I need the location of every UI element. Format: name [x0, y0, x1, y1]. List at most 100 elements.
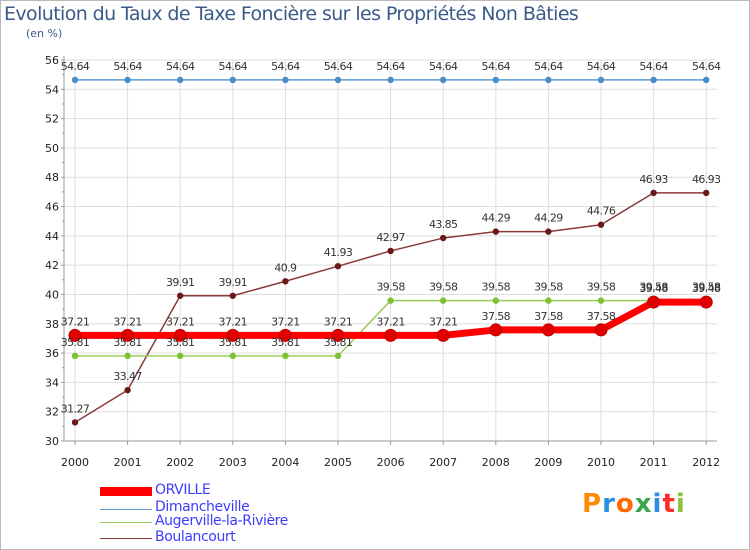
label-augerville-la-rivi-re-2006: 39.58 — [376, 281, 405, 294]
point-orville-2007 — [436, 328, 450, 342]
label-dimancheville-2011: 54.64 — [639, 60, 668, 73]
point-dimancheville-2001 — [124, 76, 131, 84]
point-augerville-la-rivi-re-2007 — [440, 297, 447, 304]
logo-letter: r — [602, 489, 616, 519]
x-tick-label-2008: 2008 — [482, 456, 510, 469]
point-orville-2005 — [331, 328, 345, 342]
logo-letter: i — [652, 489, 663, 519]
logo-letter: x — [634, 489, 653, 519]
point-boulancourt-2006 — [387, 247, 394, 255]
label-dimancheville-2000: 54.64 — [61, 60, 90, 73]
point-boulancourt-2009 — [545, 228, 552, 235]
label-orville-2002: 37.21 — [166, 315, 195, 328]
point-augerville-la-rivi-re-2009 — [545, 297, 552, 304]
point-augerville-la-rivi-re-2008 — [492, 297, 499, 304]
point-orville-2001 — [121, 328, 135, 342]
label-augerville-la-rivi-re-2010: 39.58 — [587, 281, 616, 294]
label-dimancheville-2008: 54.64 — [482, 60, 511, 73]
point-augerville-la-rivi-re-2003 — [229, 352, 236, 360]
y-axis-unit: (en %) — [26, 27, 63, 40]
point-augerville-la-rivi-re-2002 — [177, 352, 184, 360]
label-augerville-la-rivi-re-2003: 35.81 — [219, 336, 248, 349]
label-boulancourt-2008: 44.29 — [482, 212, 511, 225]
y-tick-label-40: 40 — [45, 288, 59, 301]
point-orville-2000 — [68, 328, 82, 342]
label-augerville-la-rivi-re-2002: 35.81 — [166, 336, 195, 349]
label-augerville-la-rivi-re-2000: 35.81 — [61, 336, 90, 349]
x-tick-label-2004: 2004 — [271, 456, 299, 469]
data-labels: 54.64 54.64 54.64 54.64 54.64 54.64 54.64 54.64… — [61, 60, 722, 415]
legend-swatch-dimancheville — [100, 509, 152, 510]
point-augerville-la-rivi-re-2010 — [597, 297, 605, 304]
label-dimancheville-2001: 54.64 — [113, 60, 142, 73]
label-dimancheville-2009: 54.64 — [534, 60, 563, 73]
label-boulancourt-2000: 31.27 — [61, 402, 90, 415]
legend-swatch-boulancourt — [100, 538, 152, 539]
label-dimancheville-2002: 54.64 — [166, 60, 195, 73]
label-dimancheville-2005: 54.64 — [324, 60, 353, 73]
label-dimancheville-2003: 54.64 — [219, 60, 248, 73]
point-orville-2002 — [173, 328, 187, 342]
x-tick-label-2005: 2005 — [324, 456, 352, 469]
chart-title: Evolution du Taux de Taxe Foncière sur l… — [4, 3, 579, 25]
x-tick-label-2012: 2012 — [692, 456, 720, 469]
point-boulancourt-2008 — [492, 228, 499, 235]
point-boulancourt-2003 — [229, 292, 236, 299]
point-orville-2003 — [226, 328, 240, 342]
x-tick-label-2011: 2011 — [640, 456, 668, 469]
label-orville-2003: 37.21 — [219, 315, 248, 328]
label-dimancheville-2004: 54.64 — [271, 60, 300, 73]
label-orville-2012: 39.48 — [692, 282, 721, 295]
label-boulancourt-2001: 33.47 — [113, 370, 142, 383]
legend-label-dimancheville: Dimancheville — [155, 499, 250, 515]
logo-letter: i — [675, 489, 686, 519]
label-dimancheville-2012: 54.64 — [692, 60, 721, 73]
logo-letter: o — [615, 489, 635, 519]
legend-label-augerville: Augerville-la-Rivière — [155, 513, 288, 529]
label-boulancourt-2002: 39.91 — [166, 276, 195, 289]
label-augerville-la-rivi-re-2005: 35.81 — [324, 336, 353, 349]
point-orville-2012 — [699, 295, 713, 309]
label-orville-2010: 37.58 — [587, 310, 616, 323]
x-tick-label-2006: 2006 — [377, 456, 405, 469]
label-orville-2006: 37.21 — [376, 315, 405, 328]
proxiti-logo: Proxiti — [582, 489, 686, 519]
label-orville-2011: 39.48 — [639, 282, 668, 295]
label-boulancourt-2009: 44.29 — [534, 212, 563, 225]
label-augerville-la-rivi-re-2009: 39.58 — [534, 281, 563, 294]
x-tick-label-2009: 2009 — [534, 456, 562, 469]
point-augerville-la-rivi-re-2004 — [282, 352, 289, 360]
label-orville-2009: 37.58 — [534, 310, 563, 323]
y-tick-label-54: 54 — [45, 83, 59, 96]
point-dimancheville-2000 — [71, 76, 79, 84]
y-tick-label-52: 52 — [45, 113, 59, 126]
y-tick-label-42: 42 — [45, 259, 59, 272]
y-tick-label-50: 50 — [45, 142, 59, 155]
point-dimancheville-2006 — [387, 76, 394, 84]
point-dimancheville-2009 — [545, 76, 552, 84]
label-dimancheville-2007: 54.64 — [429, 60, 458, 73]
point-boulancourt-2011 — [650, 189, 657, 197]
point-dimancheville-2002 — [177, 76, 184, 84]
point-orville-2008 — [489, 323, 503, 337]
point-orville-2006 — [384, 328, 398, 342]
label-augerville-la-rivi-re-2001: 35.81 — [113, 336, 142, 349]
label-orville-2007: 37.21 — [429, 315, 458, 328]
label-orville-2005: 37.21 — [324, 315, 353, 328]
point-orville-2009 — [541, 323, 555, 337]
label-dimancheville-2006: 54.64 — [376, 60, 405, 73]
label-boulancourt-2006: 42.97 — [376, 231, 405, 244]
point-augerville-la-rivi-re-2005 — [334, 352, 342, 360]
x-tick-label-2000: 2000 — [61, 456, 89, 469]
point-boulancourt-2002 — [177, 292, 184, 299]
y-tick-label-56: 56 — [45, 54, 59, 67]
logo-letter: P — [582, 489, 603, 519]
point-dimancheville-2004 — [282, 76, 289, 84]
x-tick-label-2002: 2002 — [166, 456, 194, 469]
point-dimancheville-2011 — [650, 76, 657, 84]
x-tick-label-2007: 2007 — [429, 456, 457, 469]
legend-label-boulancourt: Boulancourt — [155, 529, 236, 545]
label-boulancourt-2004: 40.9 — [274, 261, 297, 274]
